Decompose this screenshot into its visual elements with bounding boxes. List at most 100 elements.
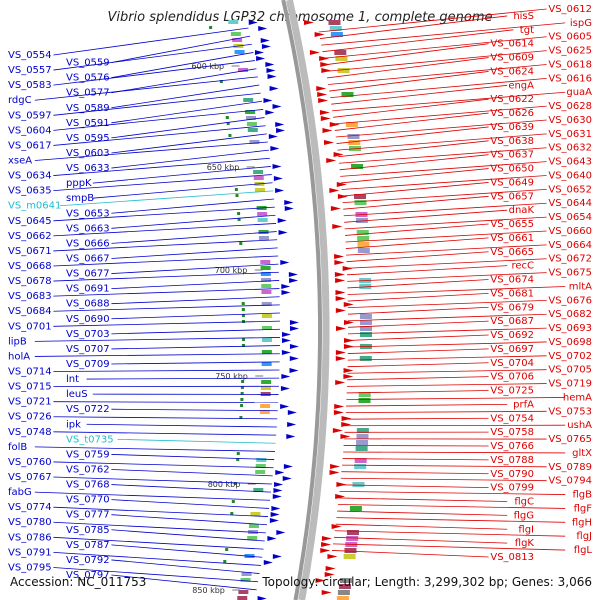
label-connector xyxy=(53,369,280,372)
label-connector xyxy=(347,313,547,322)
label-connector xyxy=(343,445,489,447)
minus-gene-label: pppK xyxy=(66,178,92,189)
label-connector xyxy=(347,334,489,341)
label-connector xyxy=(111,280,280,290)
minus-strand-gene xyxy=(275,122,285,127)
label-connector xyxy=(335,523,508,530)
label-connector xyxy=(324,43,489,66)
plus-strand-gene xyxy=(343,320,354,325)
label-connector xyxy=(342,464,547,468)
cog-block-outer xyxy=(337,68,350,73)
minus-strand-gene xyxy=(270,512,280,517)
label-connector xyxy=(53,223,277,237)
minus-gene-label: VS_0671 xyxy=(8,246,52,257)
minus-gene-label: ipk xyxy=(66,419,81,430)
label-connector xyxy=(319,15,508,39)
plus-gene-label: VS_0704 xyxy=(490,358,534,369)
plus-gene-label: VS_0702 xyxy=(548,351,592,362)
minus-strand-gene xyxy=(289,320,299,325)
label-connector xyxy=(338,497,508,502)
minus-gene-label: VS_0688 xyxy=(66,299,110,310)
minus-strand-gene xyxy=(276,530,286,535)
cog-block-outer xyxy=(351,164,364,169)
minus-strand-gene xyxy=(273,488,283,493)
label-connector xyxy=(346,397,566,400)
minus-gene-label: VS_0791 xyxy=(8,547,52,558)
label-connector xyxy=(325,50,547,72)
plus-strand-gene xyxy=(334,254,345,259)
marker-dot xyxy=(237,212,241,215)
plus-gene-label: VS_0758 xyxy=(490,427,534,438)
plus-gene-label: VS_0622 xyxy=(490,94,534,105)
marker-dot xyxy=(236,452,240,455)
plus-gene-label: VS_0788 xyxy=(490,455,534,466)
minus-gene-label: VS_0683 xyxy=(8,291,52,302)
label-connector xyxy=(318,8,547,33)
minus-gene-label: folB xyxy=(8,442,27,453)
plus-gene-label: VS_0643 xyxy=(548,157,592,168)
label-connector xyxy=(340,168,489,184)
label-connector xyxy=(111,263,279,274)
cog-block-outer xyxy=(349,506,362,511)
minus-strand-gene xyxy=(272,494,282,499)
label-connector xyxy=(53,567,259,583)
label-connector xyxy=(346,383,547,387)
label-connector xyxy=(347,376,489,381)
plus-gene-label: VS_0672 xyxy=(548,254,592,265)
minus-gene-label: VS_0797 xyxy=(66,570,110,581)
plus-strand-gene xyxy=(335,326,346,331)
minus-strand-gene xyxy=(267,74,277,79)
label-connector xyxy=(53,416,278,420)
label-connector xyxy=(111,529,265,542)
minus-strand-gene xyxy=(286,434,296,439)
label-connector xyxy=(337,510,508,516)
label-connector xyxy=(53,506,269,517)
label-connector xyxy=(53,157,270,176)
plus-gene-label: prfA xyxy=(513,399,534,410)
label-connector xyxy=(92,166,271,184)
minus-gene-label: rdgC xyxy=(8,95,32,106)
cog-block-inner xyxy=(258,236,269,240)
minus-gene-label: VS_0721 xyxy=(8,397,52,408)
plus-gene-label: VS_0654 xyxy=(548,212,592,223)
label-connector xyxy=(53,239,278,252)
label-connector xyxy=(53,401,279,403)
plus-strand-gene xyxy=(337,194,348,199)
marker-dot xyxy=(231,500,235,503)
label-connector xyxy=(34,76,258,101)
minus-gene-label: VS_0662 xyxy=(8,231,52,242)
plus-strand-gene xyxy=(334,260,345,265)
cog-block-inner xyxy=(256,458,267,462)
label-connector xyxy=(343,202,547,217)
plus-gene-label: VS_0674 xyxy=(490,275,534,286)
plus-gene-label: VS_0649 xyxy=(490,177,534,188)
plus-gene-label: VS_0639 xyxy=(490,122,534,133)
label-connector xyxy=(111,198,275,214)
plus-gene-label: VS_0628 xyxy=(548,101,592,112)
marker-dot xyxy=(241,302,245,305)
cog-block-outer xyxy=(348,140,361,145)
plus-strand-gene xyxy=(324,140,335,145)
plus-strand-gene xyxy=(334,272,345,277)
minus-strand-gene xyxy=(284,200,294,205)
label-connector xyxy=(111,499,270,509)
plus-gene-label: VS_0665 xyxy=(490,247,534,258)
cog-block-inner xyxy=(241,572,252,576)
plus-strand-gene xyxy=(321,68,332,73)
cog-block-inner xyxy=(260,272,271,276)
minus-gene-label: VS_0559 xyxy=(66,58,110,69)
cog-block-outer xyxy=(341,92,354,97)
plus-strand-gene xyxy=(314,32,325,37)
genome-summary-text: Topology: circular; Length: 3,299,302 bp… xyxy=(262,575,592,589)
plus-gene-label: VS_0657 xyxy=(490,191,534,202)
plus-gene-label: VS_0789 xyxy=(548,462,592,473)
minus-strand-gene xyxy=(270,146,280,151)
cog-block-outer xyxy=(339,578,352,583)
label-connector xyxy=(59,190,274,207)
plus-strand-gene xyxy=(335,296,346,301)
plus-gene-label: VS_0675 xyxy=(548,268,592,279)
label-connector xyxy=(111,408,278,412)
label-connector xyxy=(331,550,489,558)
plus-strand-gene xyxy=(341,416,352,421)
label-connector xyxy=(345,417,489,420)
